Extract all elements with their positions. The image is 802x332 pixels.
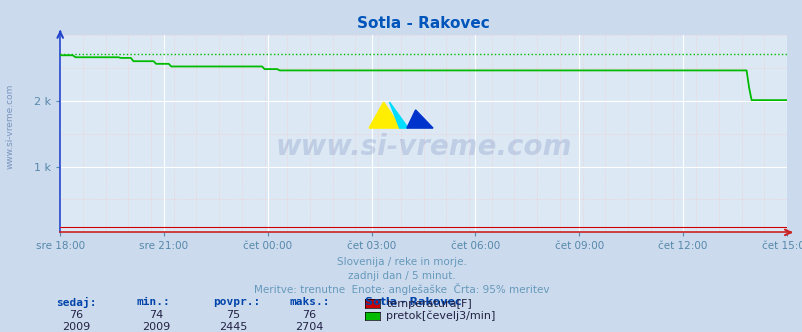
Polygon shape [369,102,400,128]
Text: povpr.:: povpr.: [213,297,260,307]
Text: www.si-vreme.com: www.si-vreme.com [275,133,571,161]
Text: Meritve: trenutne  Enote: anglešaške  Črta: 95% meritev: Meritve: trenutne Enote: anglešaške Črta… [253,283,549,295]
Text: zadnji dan / 5 minut.: zadnji dan / 5 minut. [347,271,455,281]
Polygon shape [407,110,432,128]
Text: 74: 74 [149,310,164,320]
Text: 76: 76 [302,310,316,320]
Text: temperatura[F]: temperatura[F] [386,299,472,309]
Text: maks.:: maks.: [289,297,329,307]
Text: Sotla - Rakovec: Sotla - Rakovec [365,297,461,307]
Text: pretok[čevelj3/min]: pretok[čevelj3/min] [386,311,495,321]
Text: min.:: min.: [136,297,170,307]
Text: www.si-vreme.com: www.si-vreme.com [5,83,14,169]
Text: sedaj:: sedaj: [56,297,96,308]
Text: 75: 75 [225,310,240,320]
Text: 76: 76 [69,310,83,320]
Text: 2009: 2009 [62,322,91,332]
Polygon shape [389,102,407,128]
Text: 2445: 2445 [218,322,247,332]
Text: 2009: 2009 [142,322,171,332]
Text: 2704: 2704 [294,322,323,332]
Text: Slovenija / reke in morje.: Slovenija / reke in morje. [336,257,466,267]
Title: Sotla - Rakovec: Sotla - Rakovec [357,16,489,31]
